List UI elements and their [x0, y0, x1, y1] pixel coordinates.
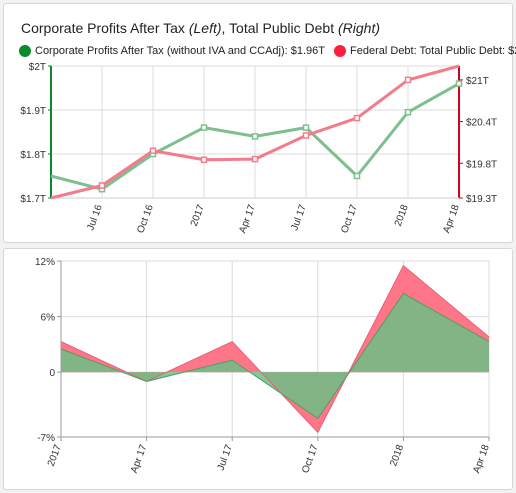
data-point-profits: [200, 124, 208, 131]
x-tick-label: 2018: [393, 203, 411, 228]
legend-item-profits[interactable]: Corporate Profits After Tax (without IVA…: [19, 45, 325, 57]
x-tick-label: Jul 17: [216, 443, 236, 472]
y-tick-label: 0: [49, 368, 55, 379]
legend-label-profits: Corporate Profits After Tax (without IVA…: [35, 45, 326, 57]
x-tick-label: Oct 17: [339, 203, 360, 235]
area-red-line: [60, 264, 490, 434]
x-tick-label: Oct 16: [135, 203, 156, 235]
chart-title: Corporate Profits After Tax (Left), Tota…: [21, 20, 380, 36]
x-tick-label: 2017: [189, 203, 207, 228]
y-tick-label: 12%: [35, 257, 55, 268]
title-part-3: , Total Public Debt: [221, 20, 338, 36]
right-tick-label: $21T: [466, 76, 489, 87]
right-tick-label: $20.4T: [466, 118, 497, 129]
area-green: [61, 293, 489, 419]
area-green-line: [60, 292, 490, 420]
x-tick-label: 2017: [46, 443, 64, 468]
bottom-area-chart: 12% 6% 0 -7%2017 Apr 17 Jul 17 Oct 17 2018 Apr 1…: [35, 257, 492, 475]
x-tick-label: Apr 17: [129, 443, 150, 475]
data-point-profits: [353, 172, 361, 180]
left-tick-label: $1.8T: [20, 150, 46, 161]
right-tick-label: $19.3T: [466, 194, 497, 205]
data-point-profits: [455, 80, 463, 87]
data-point-profits: [251, 133, 259, 140]
right-tick-label: $19.8T: [466, 159, 497, 170]
x-tick-label: 2018: [388, 443, 406, 468]
top-chart-panel: Corporate Profits After Tax (Left), Tota…: [3, 3, 516, 243]
y-tick-label: 6%: [41, 313, 56, 324]
data-point-debt: [200, 156, 208, 164]
x-tick-label: Oct 17: [300, 443, 321, 475]
left-tick-label: $1.7T: [20, 194, 46, 205]
top-line-chart: $1.7T $1.8T $1.9T $2T $19.3T $19.8T $20.4T $21T…: [20, 62, 497, 235]
title-part-2: (Left): [188, 20, 222, 36]
data-point-debt: [404, 76, 412, 84]
legend-item-debt[interactable]: Federal Debt: Total Public Debt: $21.2T: [334, 45, 516, 57]
x-tick-label: Jul 16: [85, 203, 105, 232]
data-point-debt: [353, 114, 361, 122]
x-tick-label: Apr 18: [441, 203, 462, 235]
data-point-debt: [302, 132, 310, 139]
data-point-profits: [302, 124, 310, 131]
x-tick-label: Jul 17: [289, 203, 309, 232]
legend: Corporate Profits After Tax (without IVA…: [19, 45, 516, 57]
data-point-debt: [149, 147, 157, 155]
legend-dot-green-icon: [19, 45, 31, 57]
legend-dot-red-icon: [334, 45, 347, 57]
left-tick-label: $2T: [29, 62, 46, 73]
x-tick-label: Apr 17: [237, 203, 258, 235]
y-tick-label: -7%: [37, 433, 55, 444]
left-tick-label: $1.9T: [20, 106, 46, 117]
title-part-4: (Right): [338, 20, 381, 36]
title-part-1: Corporate Profits After Tax: [21, 20, 189, 36]
bottom-chart-panel: 12% 6% 0 -7% 2017 Apr 17 Jul 17 Oct 17 2018 Apr 1…: [3, 248, 513, 490]
x-tick-label: Apr 18: [471, 443, 492, 475]
data-point-debt: [98, 182, 106, 189]
data-point-debt: [251, 155, 259, 163]
data-point-profits: [404, 108, 412, 116]
legend-label-debt: Federal Debt: Total Public Debt: $21.2T: [350, 45, 516, 57]
